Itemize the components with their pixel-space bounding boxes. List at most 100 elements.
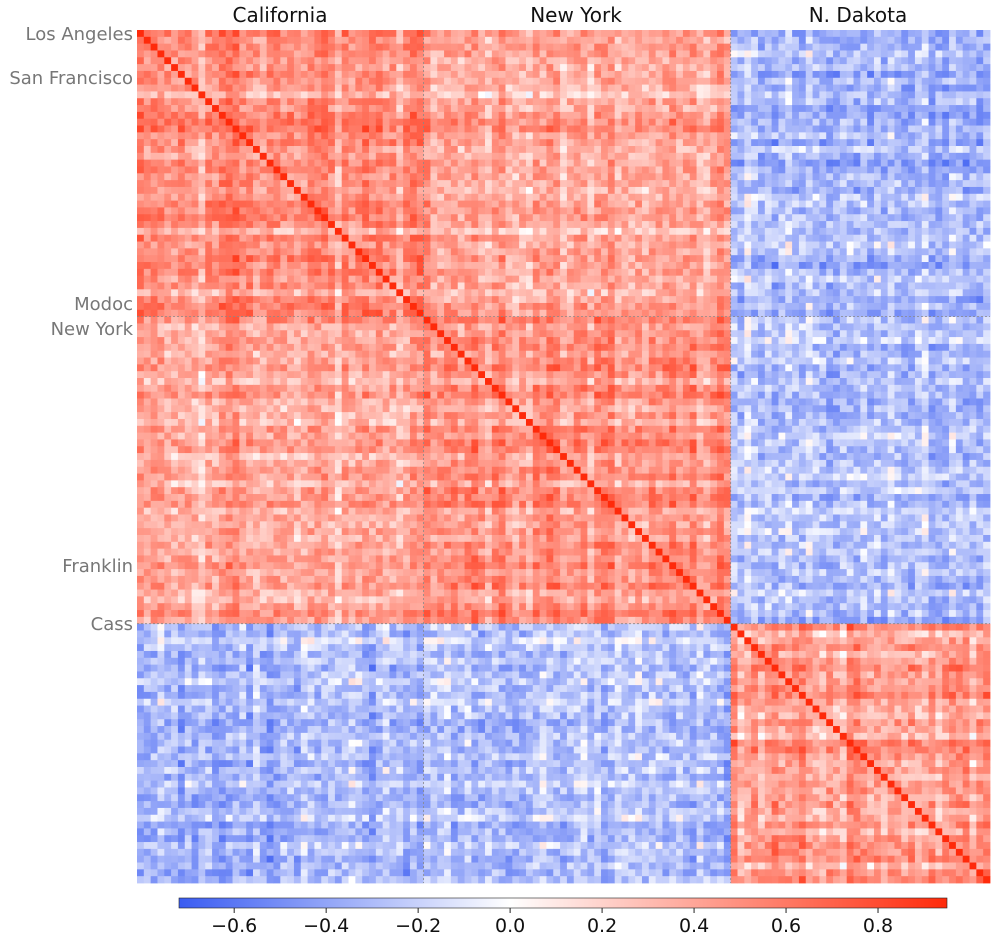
heatmap-cell	[171, 262, 179, 270]
heatmap-cell	[137, 405, 145, 413]
heatmap-cell	[416, 289, 424, 297]
heatmap-cell	[137, 275, 145, 283]
heatmap-cell	[253, 43, 261, 51]
heatmap-cell	[464, 173, 472, 181]
heatmap-cell	[601, 473, 609, 481]
heatmap-cell	[505, 118, 513, 126]
heatmap-cell	[539, 446, 547, 454]
heatmap-cell	[253, 255, 261, 263]
heatmap-cell	[171, 146, 179, 154]
heatmap-cell	[232, 405, 240, 413]
heatmap-cell	[171, 43, 179, 51]
heatmap-cell	[580, 186, 588, 195]
heatmap-cell	[519, 316, 527, 324]
heatmap-cell	[321, 118, 329, 126]
heatmap-cell	[225, 234, 233, 242]
heatmap-cell	[273, 186, 281, 195]
heatmap-cell	[450, 234, 459, 242]
heatmap-cell	[601, 350, 609, 358]
heatmap-cell	[478, 248, 486, 256]
heatmap-cell	[157, 64, 165, 72]
heatmap-cell	[505, 371, 513, 379]
heatmap-cell	[212, 466, 220, 474]
heatmap-cell	[266, 357, 274, 365]
heatmap-cell	[239, 146, 247, 154]
heatmap-cell	[205, 432, 213, 440]
heatmap-cell	[259, 391, 268, 399]
heatmap-cell	[198, 139, 206, 147]
heatmap-cell	[478, 193, 486, 201]
heatmap-cell	[478, 371, 486, 379]
heatmap-cell	[532, 159, 541, 167]
heatmap-cell	[191, 248, 199, 256]
heatmap-cell	[491, 64, 500, 72]
heatmap-cell	[594, 432, 602, 440]
heatmap-cell	[505, 36, 513, 45]
heatmap-cell	[259, 425, 268, 434]
heatmap-cell	[403, 316, 411, 324]
heatmap-cell	[259, 371, 268, 379]
heatmap-cell	[177, 446, 186, 454]
heatmap-cell	[328, 350, 336, 358]
heatmap-cell	[553, 350, 561, 358]
heatmap-cell	[430, 207, 438, 215]
heatmap-cell	[409, 234, 418, 242]
heatmap-cell	[348, 214, 356, 222]
heatmap-cell	[157, 98, 165, 106]
heatmap-cell	[355, 255, 363, 263]
heatmap-cell	[573, 494, 581, 502]
heatmap-cell	[307, 289, 315, 297]
heatmap-cell	[478, 378, 486, 386]
heatmap-cell	[307, 111, 315, 120]
heatmap-cell	[177, 275, 186, 283]
heatmap-cell	[423, 487, 431, 495]
heatmap-cell	[491, 166, 500, 174]
heatmap-cell	[553, 241, 561, 249]
heatmap-cell	[177, 36, 186, 45]
heatmap-cell	[580, 132, 588, 140]
heatmap-cell	[594, 64, 602, 72]
heatmap-cell	[601, 111, 609, 120]
heatmap-cell	[150, 77, 158, 85]
heatmap-cell	[205, 193, 213, 201]
heatmap-cell	[437, 439, 445, 447]
heatmap-cell	[177, 214, 186, 222]
heatmap-cell	[266, 323, 274, 331]
heatmap-cell	[239, 453, 247, 461]
heatmap-cell	[362, 84, 370, 92]
heatmap-cell	[573, 432, 581, 440]
heatmap-cell	[177, 432, 186, 440]
heatmap-cell	[293, 473, 302, 481]
heatmap-cell	[396, 186, 404, 195]
heatmap-cell	[348, 309, 356, 317]
heatmap-cell	[239, 487, 247, 495]
heatmap-cell	[587, 500, 595, 509]
heatmap-cell	[519, 214, 527, 222]
heatmap-cell	[307, 57, 315, 65]
heatmap-cell	[601, 296, 609, 304]
heatmap-cell	[566, 180, 575, 188]
heatmap-cell	[225, 221, 233, 229]
heatmap-cell	[157, 125, 165, 133]
heatmap-cell	[246, 91, 254, 99]
heatmap-cell	[218, 330, 227, 338]
heatmap-cell	[369, 371, 377, 379]
heatmap-cell	[287, 309, 295, 317]
heatmap-cell	[212, 316, 220, 324]
heatmap-cell	[137, 466, 145, 474]
heatmap-cell	[334, 507, 343, 515]
heatmap-cell	[587, 487, 595, 495]
heatmap-cell	[587, 262, 595, 270]
heatmap-cell	[362, 50, 370, 58]
heatmap-cell	[560, 36, 568, 45]
heatmap-cell	[539, 132, 547, 140]
heatmap-cell	[246, 241, 254, 249]
heatmap-cell	[553, 439, 561, 447]
heatmap-cell	[246, 132, 254, 140]
heatmap-cell	[273, 384, 281, 393]
heatmap-cell	[457, 391, 465, 399]
heatmap-cell	[164, 289, 172, 297]
heatmap-cell	[539, 241, 547, 249]
heatmap-cell	[293, 364, 302, 372]
heatmap-cell	[464, 64, 472, 72]
